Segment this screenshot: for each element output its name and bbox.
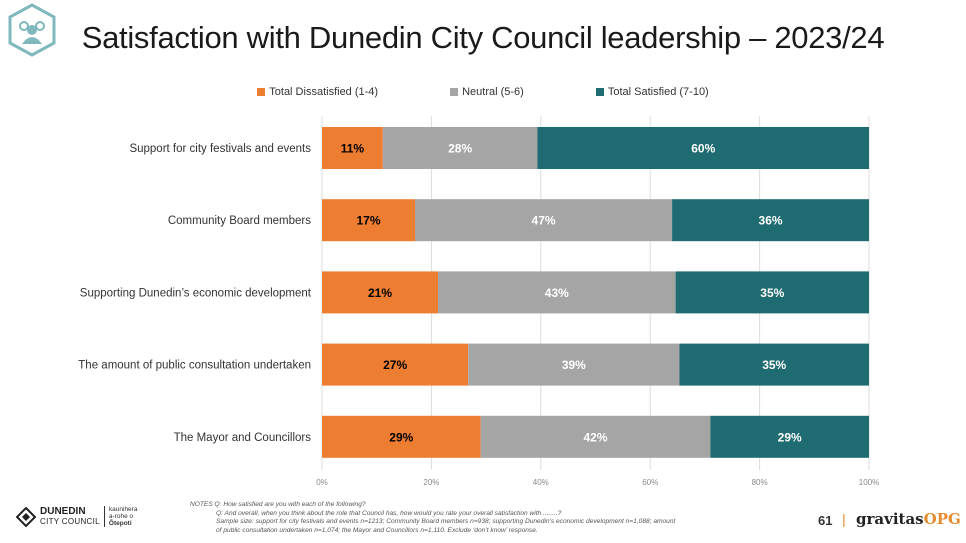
footer-separator: |	[842, 511, 846, 527]
council-maori-3: Ōtepoti	[108, 520, 132, 527]
people-hexagon-icon	[8, 3, 56, 57]
notes-line-1: NOTES Q: How satisfied are you with each…	[190, 501, 366, 508]
brand-main: gravitas	[856, 510, 924, 528]
legend-swatch-satisfied	[595, 88, 604, 96]
bar-segment-2-2	[675, 271, 869, 314]
brand-accent: OPG	[923, 510, 961, 528]
dunedin-city-council-logo: DUNEDIN CITY COUNCIL kaunihera a-rohe o …	[16, 506, 137, 527]
bar-label-3-1: 39%	[562, 358, 586, 372]
bar-segment-4-1	[480, 415, 711, 458]
bar-label-2-1: 43%	[545, 286, 569, 300]
bar-segment-0-1	[382, 127, 538, 169]
bar-segment-3-1	[468, 343, 680, 386]
bar-segment-2-1	[438, 271, 676, 314]
council-maori-2: a-rohe o	[108, 513, 134, 520]
stacked-bar-chart: 0% 20% 40% 60% 80% 100% Support for city festi…	[78, 116, 879, 487]
bar-label-3-0: 27%	[383, 358, 407, 372]
bar-label-1-1: 47%	[532, 214, 556, 228]
bar-segment-0-2	[537, 127, 869, 169]
category-label-0: Support for city festivals and events	[129, 143, 311, 155]
legend-label-dissatisfied: Total Dissatisfied (1-4)	[269, 86, 379, 98]
council-maori-1: kaunihera	[108, 506, 138, 513]
bar-segment-4-0	[322, 415, 481, 458]
bar-segment-1-0	[322, 199, 415, 242]
bar-label-0-2: 60%	[691, 142, 715, 156]
notes-line-4: of public consultation undertaken n=1,07…	[216, 526, 538, 534]
council-sub: CITY COUNCIL	[40, 516, 100, 526]
category-label-2: Supporting Dunedin’s economic developmen…	[80, 287, 312, 299]
legend-label-satisfied: Total Satisfied (7-10)	[607, 86, 709, 98]
bar-segment-3-0	[322, 343, 469, 386]
bar-label-3-2: 35%	[762, 358, 786, 372]
bar-label-4-0: 29%	[389, 430, 413, 444]
legend-swatch-dissatisfied	[257, 88, 266, 96]
council-emblem-icon	[16, 506, 36, 527]
bar-label-2-2: 35%	[760, 286, 784, 300]
legend-item-neutral: Neutral (5-6)	[450, 86, 524, 98]
chart-legend: Total Dissatisfied (1-4) Neutral (5-6) T…	[0, 86, 966, 98]
bar-segment-3-2	[679, 343, 869, 386]
category-label-3: The amount of public consultation undert…	[78, 360, 311, 372]
bar-label-1-2: 36%	[759, 214, 783, 228]
bar-segment-1-1	[414, 199, 673, 242]
bar-segment-1-2	[672, 199, 869, 242]
category-label-1: Community Board members	[168, 215, 311, 227]
bar-label-2-0: 21%	[368, 286, 392, 300]
bar-segment-0-0	[322, 127, 383, 169]
category-label-4: The Mayor and Councillors	[174, 432, 312, 444]
gravitas-opg-logo: gravitasOPG	[856, 510, 961, 528]
legend-swatch-neutral	[450, 88, 459, 96]
bar-label-4-1: 42%	[583, 430, 607, 444]
x-tick-label-3: 60%	[642, 478, 658, 487]
x-tick-label-0: 0%	[316, 478, 328, 487]
x-tick-label-4: 80%	[752, 478, 768, 487]
notes-line-2: Q: And overall, when you think about the…	[216, 509, 562, 517]
council-name: DUNEDIN	[40, 505, 86, 517]
bar-segment-2-0	[322, 271, 439, 314]
chart-notes: NOTES Q: How satisfied are you with each…	[190, 501, 675, 535]
legend-label-neutral: Neutral (5-6)	[462, 86, 524, 98]
x-tick-label-5: 100%	[859, 478, 879, 487]
bar-label-1-0: 17%	[356, 214, 380, 228]
legend-item-satisfied: Total Satisfied (7-10)	[595, 86, 709, 98]
bar-label-0-0: 11%	[341, 142, 365, 156]
legend-item-dissatisfied: Total Dissatisfied (1-4)	[257, 86, 378, 98]
page-number: 61	[818, 513, 833, 528]
bar-segment-4-2	[710, 415, 869, 458]
x-tick-label-1: 20%	[423, 478, 439, 487]
notes-line-3: Sample size: support for city festivals …	[216, 518, 676, 526]
x-tick-label-2: 40%	[533, 478, 549, 487]
bar-label-0-1: 28%	[448, 142, 472, 156]
bar-label-4-2: 29%	[778, 430, 802, 444]
page-title: Satisfaction with Dunedin City Council l…	[81, 20, 885, 55]
